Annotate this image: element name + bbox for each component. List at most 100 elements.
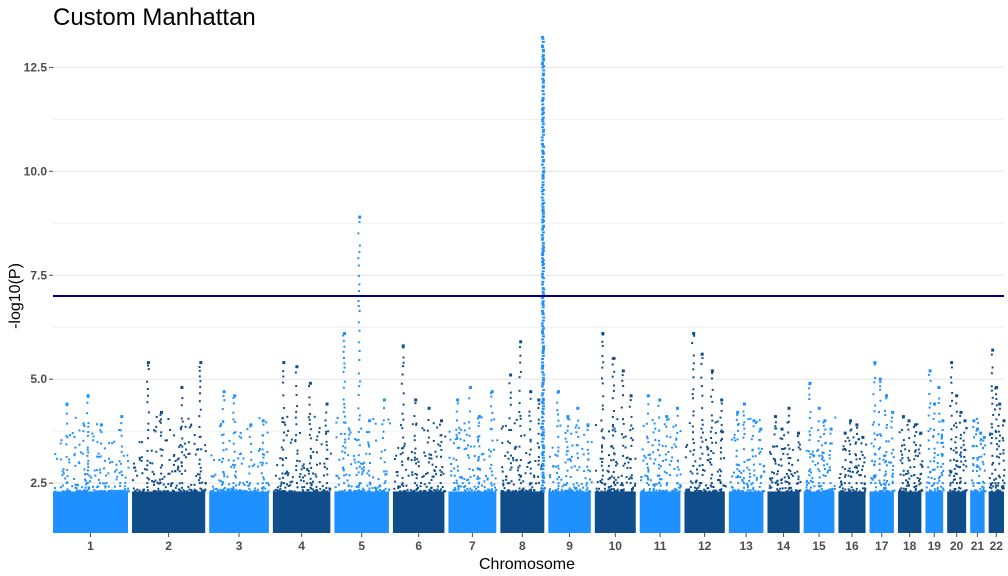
snp-point xyxy=(540,490,543,493)
snp-point xyxy=(97,456,100,458)
snp-point xyxy=(579,488,582,491)
locus-point xyxy=(541,463,545,465)
snp-point xyxy=(519,354,522,357)
snp-point xyxy=(238,483,241,486)
snp-point xyxy=(692,414,695,417)
snp-point xyxy=(907,428,910,431)
snp-point xyxy=(975,490,978,492)
snp-point xyxy=(951,391,954,394)
snp-point xyxy=(528,453,531,456)
snp-point xyxy=(468,397,471,400)
snp-point xyxy=(982,439,985,442)
snp-point xyxy=(653,462,655,465)
snp-point xyxy=(255,490,258,493)
snp-point xyxy=(402,365,405,368)
snp-point xyxy=(808,416,811,419)
snp-point xyxy=(992,414,995,416)
snp-point xyxy=(995,393,998,396)
snp-point xyxy=(743,448,745,451)
snp-point xyxy=(540,465,543,468)
snp-point xyxy=(653,483,656,486)
locus-point xyxy=(541,61,545,64)
snp-point xyxy=(873,438,876,441)
snp-point xyxy=(261,482,264,485)
snp-point xyxy=(799,489,802,492)
snp-point xyxy=(703,469,706,472)
snp-point xyxy=(981,447,984,450)
snp-point xyxy=(792,474,794,477)
peak-point xyxy=(878,377,882,381)
snp-point xyxy=(692,410,695,413)
snp-point xyxy=(805,481,808,484)
snp-point xyxy=(298,432,301,434)
snp-point xyxy=(938,420,941,423)
snp-point xyxy=(409,489,412,492)
snp-point xyxy=(942,489,945,492)
snp-point xyxy=(777,489,780,492)
snp-point xyxy=(977,421,980,424)
locus-point xyxy=(541,419,545,422)
snp-point xyxy=(454,487,457,490)
locus-point xyxy=(541,175,545,178)
snp-point xyxy=(440,455,442,458)
snp-point xyxy=(807,482,810,485)
snp-point xyxy=(316,435,319,438)
snp-point xyxy=(164,486,167,489)
snp-point xyxy=(179,427,182,430)
snp-point xyxy=(613,482,616,485)
snp-point xyxy=(99,482,101,485)
snp-point xyxy=(282,448,285,451)
snp-point xyxy=(823,433,825,436)
snp-point xyxy=(735,476,738,479)
snp-point xyxy=(711,400,714,403)
snp-point xyxy=(232,489,235,492)
locus-point xyxy=(541,350,545,352)
snp-point xyxy=(147,437,149,440)
snp-point xyxy=(250,458,253,461)
snp-point xyxy=(601,461,603,463)
peak-point xyxy=(955,394,959,398)
snp-point xyxy=(873,460,876,463)
snp-point xyxy=(628,405,631,408)
snp-point xyxy=(246,428,249,431)
snp-point xyxy=(549,476,552,479)
snp-point xyxy=(323,462,326,465)
chromosome-2-points xyxy=(132,361,207,533)
snp-point xyxy=(602,361,605,364)
snp-point xyxy=(755,421,758,423)
snp-point xyxy=(601,444,603,447)
snp-point xyxy=(518,389,521,392)
snp-point xyxy=(59,458,62,461)
snp-point xyxy=(308,418,311,421)
snp-point xyxy=(86,412,89,415)
snp-point xyxy=(787,414,790,417)
snp-point xyxy=(625,476,628,479)
snp-point xyxy=(199,380,202,383)
locus-point xyxy=(542,133,546,136)
snp-point xyxy=(212,488,215,491)
snp-point xyxy=(903,490,906,493)
snp-point xyxy=(989,482,992,485)
snp-point xyxy=(537,482,540,485)
snp-point xyxy=(350,485,353,488)
snp-point xyxy=(283,431,285,434)
snp-point xyxy=(188,488,191,491)
snp-point xyxy=(742,423,745,426)
snp-point xyxy=(342,457,345,460)
snp-point xyxy=(850,486,853,489)
snp-point xyxy=(102,490,105,493)
snp-point xyxy=(949,489,952,492)
snp-point xyxy=(972,469,974,472)
snp-point xyxy=(624,446,627,449)
snp-point xyxy=(564,432,567,434)
locus-point xyxy=(541,107,545,109)
snp-point xyxy=(737,424,739,426)
snp-point xyxy=(844,475,846,478)
snp-point xyxy=(221,434,224,437)
snp-point xyxy=(342,421,345,424)
snp-point xyxy=(54,490,57,493)
snp-point xyxy=(325,432,327,435)
snp-point xyxy=(472,469,474,472)
snp-point xyxy=(557,446,560,449)
snp-point xyxy=(997,456,1000,459)
